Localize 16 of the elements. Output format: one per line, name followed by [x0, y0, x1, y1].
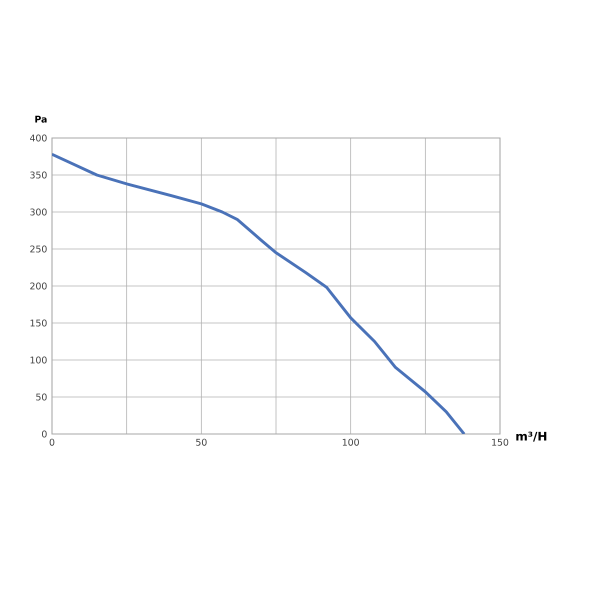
x-tick-label: 50	[196, 438, 207, 446]
y-tick-label: 250	[30, 245, 47, 253]
y-tick-label: 0	[42, 430, 47, 438]
y-axis-title: Pa	[35, 116, 47, 123]
x-tick-label: 150	[492, 438, 508, 446]
y-tick-label: 400	[30, 134, 47, 142]
x-axis-title: m³/H	[516, 432, 546, 442]
y-tick-label: 100	[30, 356, 47, 364]
y-tick-label: 300	[30, 208, 47, 216]
y-tick-label: 200	[30, 282, 47, 290]
y-tick-label: 150	[30, 319, 47, 327]
y-tick-label: 350	[30, 171, 47, 179]
line-series	[52, 152, 466, 434]
x-tick-label: 100	[342, 438, 359, 446]
x-tick-label: 0	[50, 438, 54, 446]
y-tick-label: 50	[36, 393, 47, 401]
